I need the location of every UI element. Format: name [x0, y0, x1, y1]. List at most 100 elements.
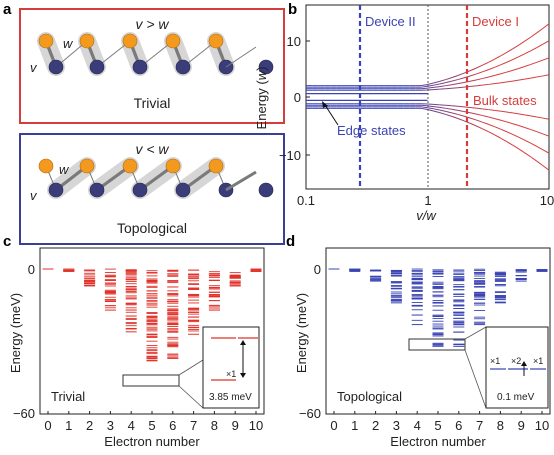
bulk-state-curve [427, 109, 434, 112]
navy-site [258, 182, 274, 198]
bulk-state-curve [506, 69, 513, 73]
bulk-state-curve [530, 142, 538, 147]
bulk-state-curve [530, 47, 538, 52]
c-inset [202, 326, 260, 409]
bulk-state-curve [463, 120, 471, 124]
bulk-state-curve [536, 116, 544, 119]
bulk-state-curve [475, 119, 483, 123]
edge-states-arrow [324, 104, 339, 126]
c-ytick-0: 0 [28, 262, 35, 277]
bulk-state-curve [500, 137, 507, 142]
bulk-state-curve [524, 152, 532, 158]
d-inset [485, 326, 549, 409]
topological-chain [38, 157, 274, 199]
xtick-label: 4 [414, 418, 421, 433]
trivial-w-label: w [63, 36, 74, 51]
c-ytick-minus60: −60 [13, 406, 35, 421]
bulk-state-curve [476, 84, 483, 87]
bulk-state-curve [542, 74, 550, 77]
bulk-state-curve [536, 160, 544, 167]
c-inset-mult: ×1 [226, 369, 236, 379]
bulk-state-curve [457, 82, 465, 85]
bulk-state-curve [451, 83, 458, 86]
navy-site [132, 182, 148, 198]
d-xticks: 0 1 2 3 4 5 6 7 8 9 10 [330, 411, 549, 433]
trivial-condition: v > w [135, 16, 169, 32]
xtick-label: 0 [44, 418, 51, 433]
topological-condition: v < w [135, 141, 169, 157]
c-xticks: 0 1 2 3 4 5 6 7 8 9 10 [44, 411, 263, 433]
trivial-name: Trivial [134, 95, 171, 111]
xtick-label: 9 [518, 418, 525, 433]
bulk-state-curve [512, 44, 519, 50]
bulk-state-curve [439, 85, 446, 88]
bulk-state-curve [451, 115, 459, 119]
bulk-state-curve [433, 106, 440, 108]
bulk-state-curve [421, 87, 428, 90]
bulk-state-curve [488, 66, 495, 71]
bulk-state-curve [433, 110, 440, 114]
c-zoom-box [122, 374, 180, 387]
bulk-state-curve [518, 78, 525, 81]
bulk-state-curve [469, 122, 477, 127]
xtick-label: 6 [169, 418, 176, 433]
bulk-state-curve [433, 86, 440, 88]
bulk-state-curve [457, 118, 465, 122]
bulk-state-curve [530, 156, 538, 162]
xtick-label: 3 [107, 418, 114, 433]
bulk-state-curve [482, 69, 489, 73]
bulk-state-curve [421, 106, 428, 109]
orange-site [122, 33, 138, 49]
bulk-state-curve [421, 83, 428, 87]
orange-site [79, 158, 95, 174]
c-xlabel: Electron number [104, 434, 200, 449]
bulk-state-curve [427, 84, 434, 87]
xtick-label: 6 [455, 418, 462, 433]
bulk-state-curve [421, 85, 428, 88]
bulk-state-curve [530, 61, 538, 65]
trivial-box [19, 8, 285, 124]
trivial-v-label: v [30, 60, 38, 75]
bulk-state-curve [476, 107, 483, 110]
bulk-state-curve [542, 40, 550, 45]
bulk-state-curve [524, 63, 531, 67]
bulk-state-curve [439, 112, 446, 115]
bulk-state-curve [451, 75, 459, 79]
bulk-state-curve [518, 125, 525, 128]
c-trivial-name: Trivial [51, 389, 85, 404]
bulk-state-curve [518, 66, 525, 69]
bulk-state-curve [445, 77, 452, 81]
bulk-state-curve [469, 85, 477, 88]
bulk-state-curve [427, 107, 434, 110]
bulk-state-curve [512, 79, 519, 82]
bulk-state-curve [445, 107, 452, 110]
bulk-state-curve [439, 109, 446, 112]
d-ylabel: Energy (meV) [294, 293, 309, 373]
bulk-state-curve [542, 165, 550, 171]
bulk-state-curve [463, 106, 471, 108]
navy-site [48, 59, 64, 75]
bulk-state-curve [488, 83, 495, 85]
bulk-state-curve [536, 145, 544, 151]
b-ytick-0: 0 [294, 90, 301, 105]
device-ii-label: Device II [365, 14, 416, 29]
bulk-state-curve [494, 117, 501, 121]
c-ylabel: Energy (meV) [8, 293, 23, 373]
bulk-state-curve [451, 105, 458, 107]
d-ytick-0: 0 [314, 262, 321, 277]
bulk-state-curve [524, 127, 531, 131]
bulk-state-curve [518, 40, 525, 46]
bulk-state-curve [469, 106, 477, 109]
xtick-label: 9 [232, 418, 239, 433]
bulk-state-curve [506, 48, 513, 53]
bulk-state-curve [488, 109, 495, 111]
navy-site [89, 59, 105, 75]
bulk-state-curve [500, 128, 507, 133]
bulk-state-curve [421, 104, 428, 107]
panel-d-label: d [286, 233, 295, 250]
navy-site [175, 182, 191, 198]
bulk-state-curve [524, 139, 532, 144]
orange-site [208, 158, 224, 174]
panel-b-label: b [288, 1, 297, 18]
